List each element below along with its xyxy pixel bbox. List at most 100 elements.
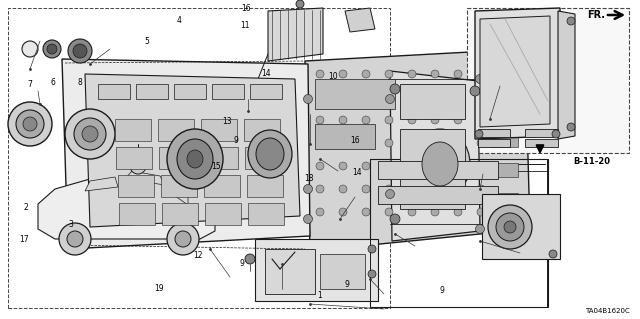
Bar [315,124,375,149]
Ellipse shape [362,116,370,124]
Ellipse shape [339,162,347,170]
Bar [400,174,465,209]
Polygon shape [250,84,282,99]
Ellipse shape [476,75,484,84]
Ellipse shape [339,116,347,124]
Ellipse shape [431,208,439,216]
Ellipse shape [408,70,416,78]
Ellipse shape [431,185,439,193]
Ellipse shape [362,93,370,101]
Polygon shape [478,129,510,137]
Polygon shape [305,49,530,251]
Ellipse shape [422,142,458,186]
Polygon shape [62,59,310,249]
Polygon shape [116,147,152,169]
Ellipse shape [362,185,370,193]
Ellipse shape [362,70,370,78]
Ellipse shape [454,116,462,124]
Polygon shape [244,119,280,141]
Ellipse shape [454,93,462,101]
Ellipse shape [567,123,575,131]
Ellipse shape [408,93,416,101]
Ellipse shape [68,39,92,63]
Ellipse shape [177,139,213,179]
Ellipse shape [408,116,416,124]
Polygon shape [158,119,194,141]
Polygon shape [201,119,237,141]
Ellipse shape [187,150,203,168]
Text: 3: 3 [68,220,73,229]
Text: 9: 9 [344,280,349,289]
Polygon shape [390,71,480,241]
Text: B-11-20: B-11-20 [573,157,610,166]
Ellipse shape [167,223,199,255]
Ellipse shape [339,139,347,147]
Ellipse shape [22,41,38,57]
Polygon shape [205,203,241,225]
Bar [315,79,395,109]
Text: 16: 16 [350,136,360,145]
Ellipse shape [408,208,416,216]
Text: 11: 11 [240,21,249,30]
Ellipse shape [316,162,324,170]
Polygon shape [204,175,240,197]
Text: 13: 13 [222,117,232,126]
Ellipse shape [47,44,57,54]
Ellipse shape [385,93,393,101]
Text: 9: 9 [439,286,444,295]
Ellipse shape [408,185,416,193]
Polygon shape [480,16,550,127]
Ellipse shape [316,116,324,124]
Text: 9: 9 [239,259,244,268]
Ellipse shape [408,162,416,170]
Polygon shape [162,203,198,225]
Polygon shape [558,11,575,139]
Ellipse shape [303,94,312,103]
Ellipse shape [16,110,44,138]
Polygon shape [478,139,510,147]
Ellipse shape [470,86,480,96]
Ellipse shape [43,40,61,58]
Text: TA04B1620C: TA04B1620C [585,308,630,314]
Text: 9: 9 [233,136,238,145]
Polygon shape [525,139,558,147]
Polygon shape [136,84,168,99]
Polygon shape [345,8,375,32]
Polygon shape [168,177,188,205]
Ellipse shape [385,208,393,216]
Text: 19: 19 [154,284,164,293]
Ellipse shape [431,139,439,147]
Ellipse shape [454,139,462,147]
Ellipse shape [339,185,347,193]
Ellipse shape [175,231,191,247]
Ellipse shape [454,185,462,193]
Text: 15: 15 [211,162,221,171]
Ellipse shape [316,139,324,147]
Polygon shape [98,84,130,99]
Ellipse shape [454,162,462,170]
Ellipse shape [477,162,485,170]
Ellipse shape [67,231,83,247]
Polygon shape [212,84,244,99]
Ellipse shape [385,116,393,124]
Polygon shape [245,147,282,169]
Polygon shape [482,194,560,259]
Text: 1: 1 [317,291,323,300]
Ellipse shape [496,213,524,241]
Ellipse shape [59,223,91,255]
Text: 16: 16 [241,4,251,13]
Text: 2: 2 [23,203,28,212]
Ellipse shape [504,221,516,233]
Ellipse shape [339,93,347,101]
Ellipse shape [385,139,393,147]
Ellipse shape [130,158,146,174]
Ellipse shape [339,70,347,78]
Ellipse shape [339,208,347,216]
Ellipse shape [477,185,485,193]
Ellipse shape [552,130,560,138]
Ellipse shape [316,208,324,216]
Text: 10: 10 [328,72,338,81]
Ellipse shape [431,93,439,101]
Ellipse shape [385,185,393,193]
Text: 5: 5 [145,37,150,46]
